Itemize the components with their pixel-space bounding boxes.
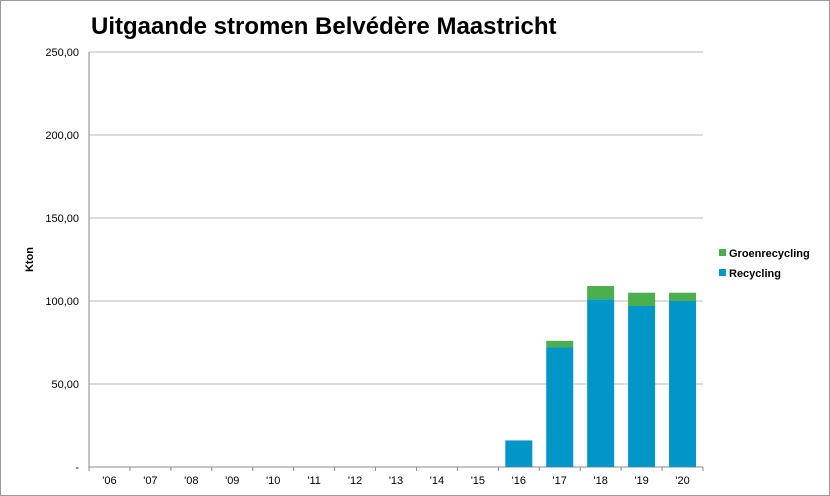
x-tick-label: '12: [348, 475, 362, 487]
y-tick-label: 250,00: [45, 47, 79, 59]
x-tick-label: '06: [102, 475, 116, 487]
y-tick-label: -: [75, 462, 79, 474]
legend-swatch-recycling: [719, 269, 726, 276]
x-tick-label: '18: [593, 475, 607, 487]
bar-recycling-10: [505, 440, 533, 467]
y-axis-title: Kton: [24, 247, 36, 272]
x-tick-label: '13: [389, 475, 403, 487]
x-tick-label: '10: [266, 475, 280, 487]
x-tick-label: '09: [225, 475, 239, 487]
x-tick-label: '17: [553, 475, 567, 487]
x-tick-label: '16: [512, 475, 526, 487]
x-tick-label: '08: [184, 475, 198, 487]
x-tick-label: '20: [675, 475, 689, 487]
bar-recycling-12: [587, 299, 615, 467]
y-tick-label: 50,00: [51, 379, 79, 391]
legend-swatch-groenrecycling: [719, 249, 726, 256]
y-tick-label: 200,00: [45, 130, 79, 142]
bar-groenrecycling-14: [669, 292, 697, 301]
legend-label-recycling: Recycling: [729, 268, 781, 280]
bar-recycling-13: [628, 305, 656, 467]
x-tick-label: '14: [430, 475, 444, 487]
legend-label-groenrecycling: Groenrecycling: [729, 248, 810, 260]
x-tick-label: '15: [471, 475, 485, 487]
bar-groenrecycling-13: [628, 292, 656, 306]
x-tick-label: '07: [143, 475, 157, 487]
bar-groenrecycling-12: [587, 286, 615, 300]
y-tick-label: 100,00: [45, 296, 79, 308]
bar-groenrecycling-11: [546, 340, 574, 348]
bar-recycling-11: [546, 347, 574, 467]
bar-recycling-14: [669, 301, 697, 467]
x-tick-label: '11: [307, 475, 321, 487]
y-tick-label: 150,00: [45, 213, 79, 225]
chart-title: Uitgaande stromen Belvédère Maastricht: [91, 13, 557, 40]
x-tick-label: '19: [634, 475, 648, 487]
